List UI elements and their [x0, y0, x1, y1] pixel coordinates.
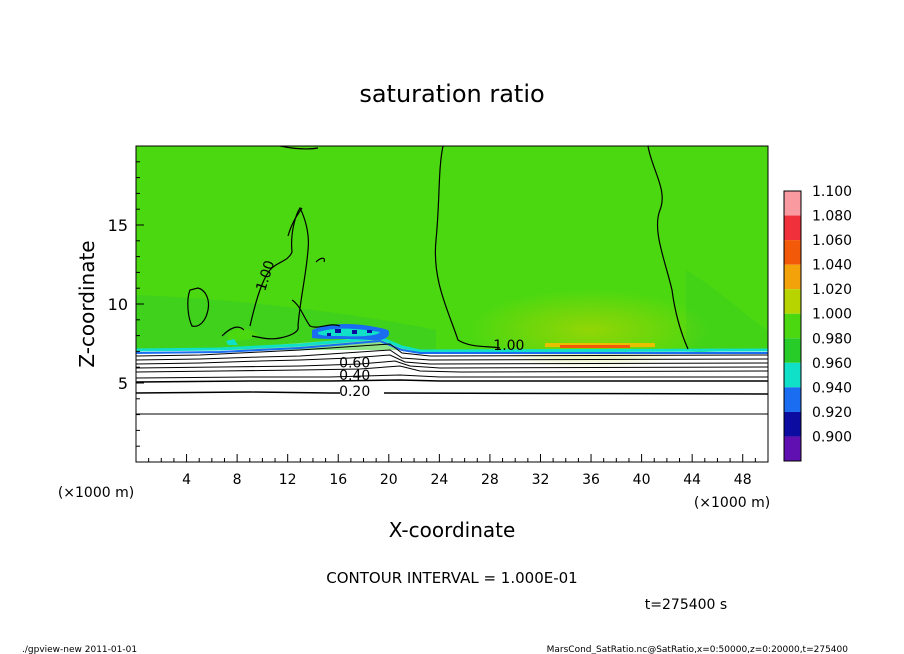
contour-labels: 1.001.000.600.400.20 — [253, 259, 524, 400]
x-unit-label: (×1000 m) — [694, 495, 770, 511]
colorbar-swatch — [784, 289, 801, 314]
x-tick-label: 4 — [182, 472, 191, 488]
colorbar-swatch — [784, 338, 801, 363]
x-tick-label: 16 — [329, 472, 347, 488]
colorbar-label: 1.040 — [812, 258, 852, 274]
x-tick-label: 32 — [532, 472, 550, 488]
y-axis: 5 10 15 — [108, 161, 144, 447]
x-tick-label: 12 — [279, 472, 297, 488]
contour-label: 0.60 — [339, 355, 370, 371]
colorbar-label: 1.100 — [812, 184, 852, 200]
colorbar-label: 1.080 — [812, 209, 852, 225]
colorbar-swatch — [784, 215, 801, 241]
x-tick-label: 20 — [380, 472, 398, 488]
footer-left-text: ./gpview-new 2011-01-01 — [22, 645, 137, 654]
contour-lines-upper — [187, 146, 689, 350]
contour-lines-lower — [136, 343, 768, 415]
contour-label: 0.20 — [339, 384, 370, 400]
colorbar-label: 0.960 — [812, 356, 852, 372]
x-tick-label: 44 — [683, 472, 701, 488]
colorbar-label: 0.940 — [812, 380, 852, 396]
colorbar-label: 1.020 — [812, 282, 852, 298]
y-tick-label: 15 — [108, 216, 128, 235]
y-tick-label: 5 — [118, 374, 128, 393]
colorbar-label: 1.000 — [812, 307, 852, 323]
colorbar-swatch — [784, 387, 801, 412]
colorbar-swatch — [784, 436, 801, 461]
x-tick-label: 24 — [430, 472, 448, 488]
x-tick-label: 48 — [734, 472, 752, 488]
contour-label: 0.40 — [339, 368, 370, 384]
x-tick-label: 40 — [633, 472, 651, 488]
colorbar-label: 1.060 — [812, 233, 852, 249]
footer-right-text: MarsCond_SatRatio.nc@SatRatio,x=0:50000,… — [547, 645, 849, 654]
y-unit-label: (×1000 m) — [58, 485, 134, 501]
colorbar-swatch — [784, 240, 801, 265]
cyan-patch-left — [226, 339, 238, 345]
colorbar-swatch — [784, 191, 801, 216]
colorbar: 1.100 1.080 1.060 1.040 1.020 1.000 0.980 0.960… — [783, 184, 852, 462]
warm-band-orange — [560, 345, 630, 348]
time-text: t=275400 s — [645, 597, 727, 613]
contour-label: 1.00 — [493, 338, 524, 354]
y-tick-label: 10 — [108, 295, 128, 314]
x-tick-label: 36 — [582, 472, 600, 488]
plot-area — [136, 146, 768, 462]
colorbar-frame — [783, 190, 802, 462]
colorbar-label: 0.920 — [812, 405, 852, 421]
chart-title: saturation ratio — [359, 80, 544, 108]
colorbar-swatch — [784, 362, 801, 388]
colorbar-swatch — [784, 264, 801, 290]
green-patch-left — [228, 328, 258, 341]
colorbar-label: 0.980 — [812, 331, 852, 347]
x-axis-label: X-coordinate — [389, 518, 516, 542]
cyan-patch — [318, 328, 380, 337]
colorbar-swatch — [784, 313, 801, 339]
x-tick-label: 28 — [481, 472, 499, 488]
y-axis-label: Z-coordinate — [75, 240, 99, 367]
colorbar-swatch — [784, 411, 801, 437]
colorbar-label: 0.900 — [812, 429, 852, 445]
contour-interval-text: CONTOUR INTERVAL = 1.000E-01 — [326, 569, 577, 587]
x-axis: 4 8 12 16 20 24 28 32 36 40 44 48 — [148, 454, 756, 488]
x-tick-label: 8 — [233, 472, 242, 488]
blue-band — [136, 339, 768, 354]
navy-speckles — [327, 329, 372, 336]
